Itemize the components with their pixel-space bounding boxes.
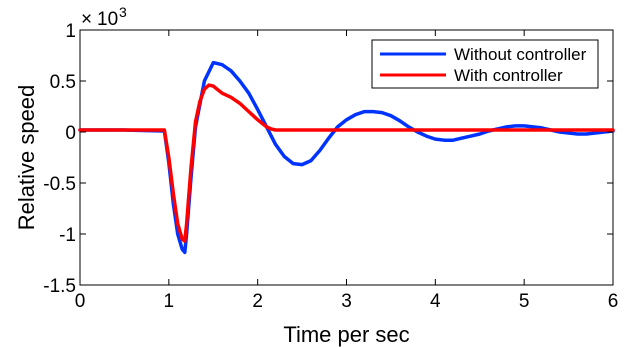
multiplier-times-sign: × <box>81 9 92 30</box>
x-axis-label: Time per sec <box>283 322 409 347</box>
legend-box <box>371 39 599 89</box>
y-tick-label: 0.5 <box>50 72 76 93</box>
y-tick-label: -1.5 <box>43 276 76 297</box>
ticks-layer: 0 1 2 3 4 5 6 -1.5 -1 -0.5 0 0.5 1 <box>43 21 618 312</box>
series-line-1 <box>78 83 615 243</box>
x-tick-label: 6 <box>608 291 619 312</box>
series-layer <box>78 60 615 255</box>
x-tick-label: 3 <box>341 291 352 312</box>
multiplier-exponent: 3 <box>119 4 127 20</box>
y-tick-label: -1 <box>59 225 76 246</box>
x-tick-label: 2 <box>252 291 263 312</box>
y-axis-multiplier: × 10 3 <box>81 4 127 30</box>
multiplier-base: 10 <box>97 9 118 30</box>
y-axis-label: Relative speed <box>14 85 39 231</box>
y-tick-label: -0.5 <box>43 174 76 195</box>
x-tick-label: 4 <box>430 291 441 312</box>
legend: Without controller With controller <box>371 39 599 89</box>
y-tick-label: 1 <box>65 21 76 42</box>
x-tick-label: 1 <box>164 291 175 312</box>
x-tick-label: 5 <box>519 291 530 312</box>
legend-entry-with-controller: With controller <box>454 66 563 85</box>
legend-entry-without-controller: Without controller <box>454 45 587 64</box>
x-tick-label: 0 <box>75 291 86 312</box>
y-tick-label: 0 <box>65 123 76 144</box>
